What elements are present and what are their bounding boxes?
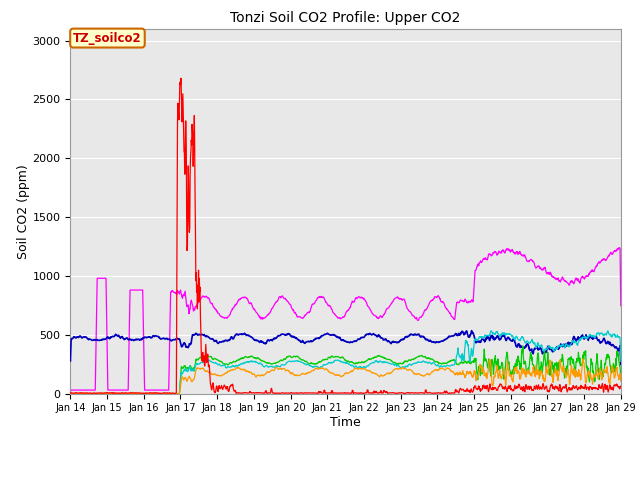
- Y-axis label: Soil CO2 (ppm): Soil CO2 (ppm): [17, 164, 30, 259]
- X-axis label: Time: Time: [330, 416, 361, 429]
- Title: Tonzi Soil CO2 Profile: Upper CO2: Tonzi Soil CO2 Profile: Upper CO2: [230, 11, 461, 25]
- Text: TZ_soilco2: TZ_soilco2: [73, 32, 142, 45]
